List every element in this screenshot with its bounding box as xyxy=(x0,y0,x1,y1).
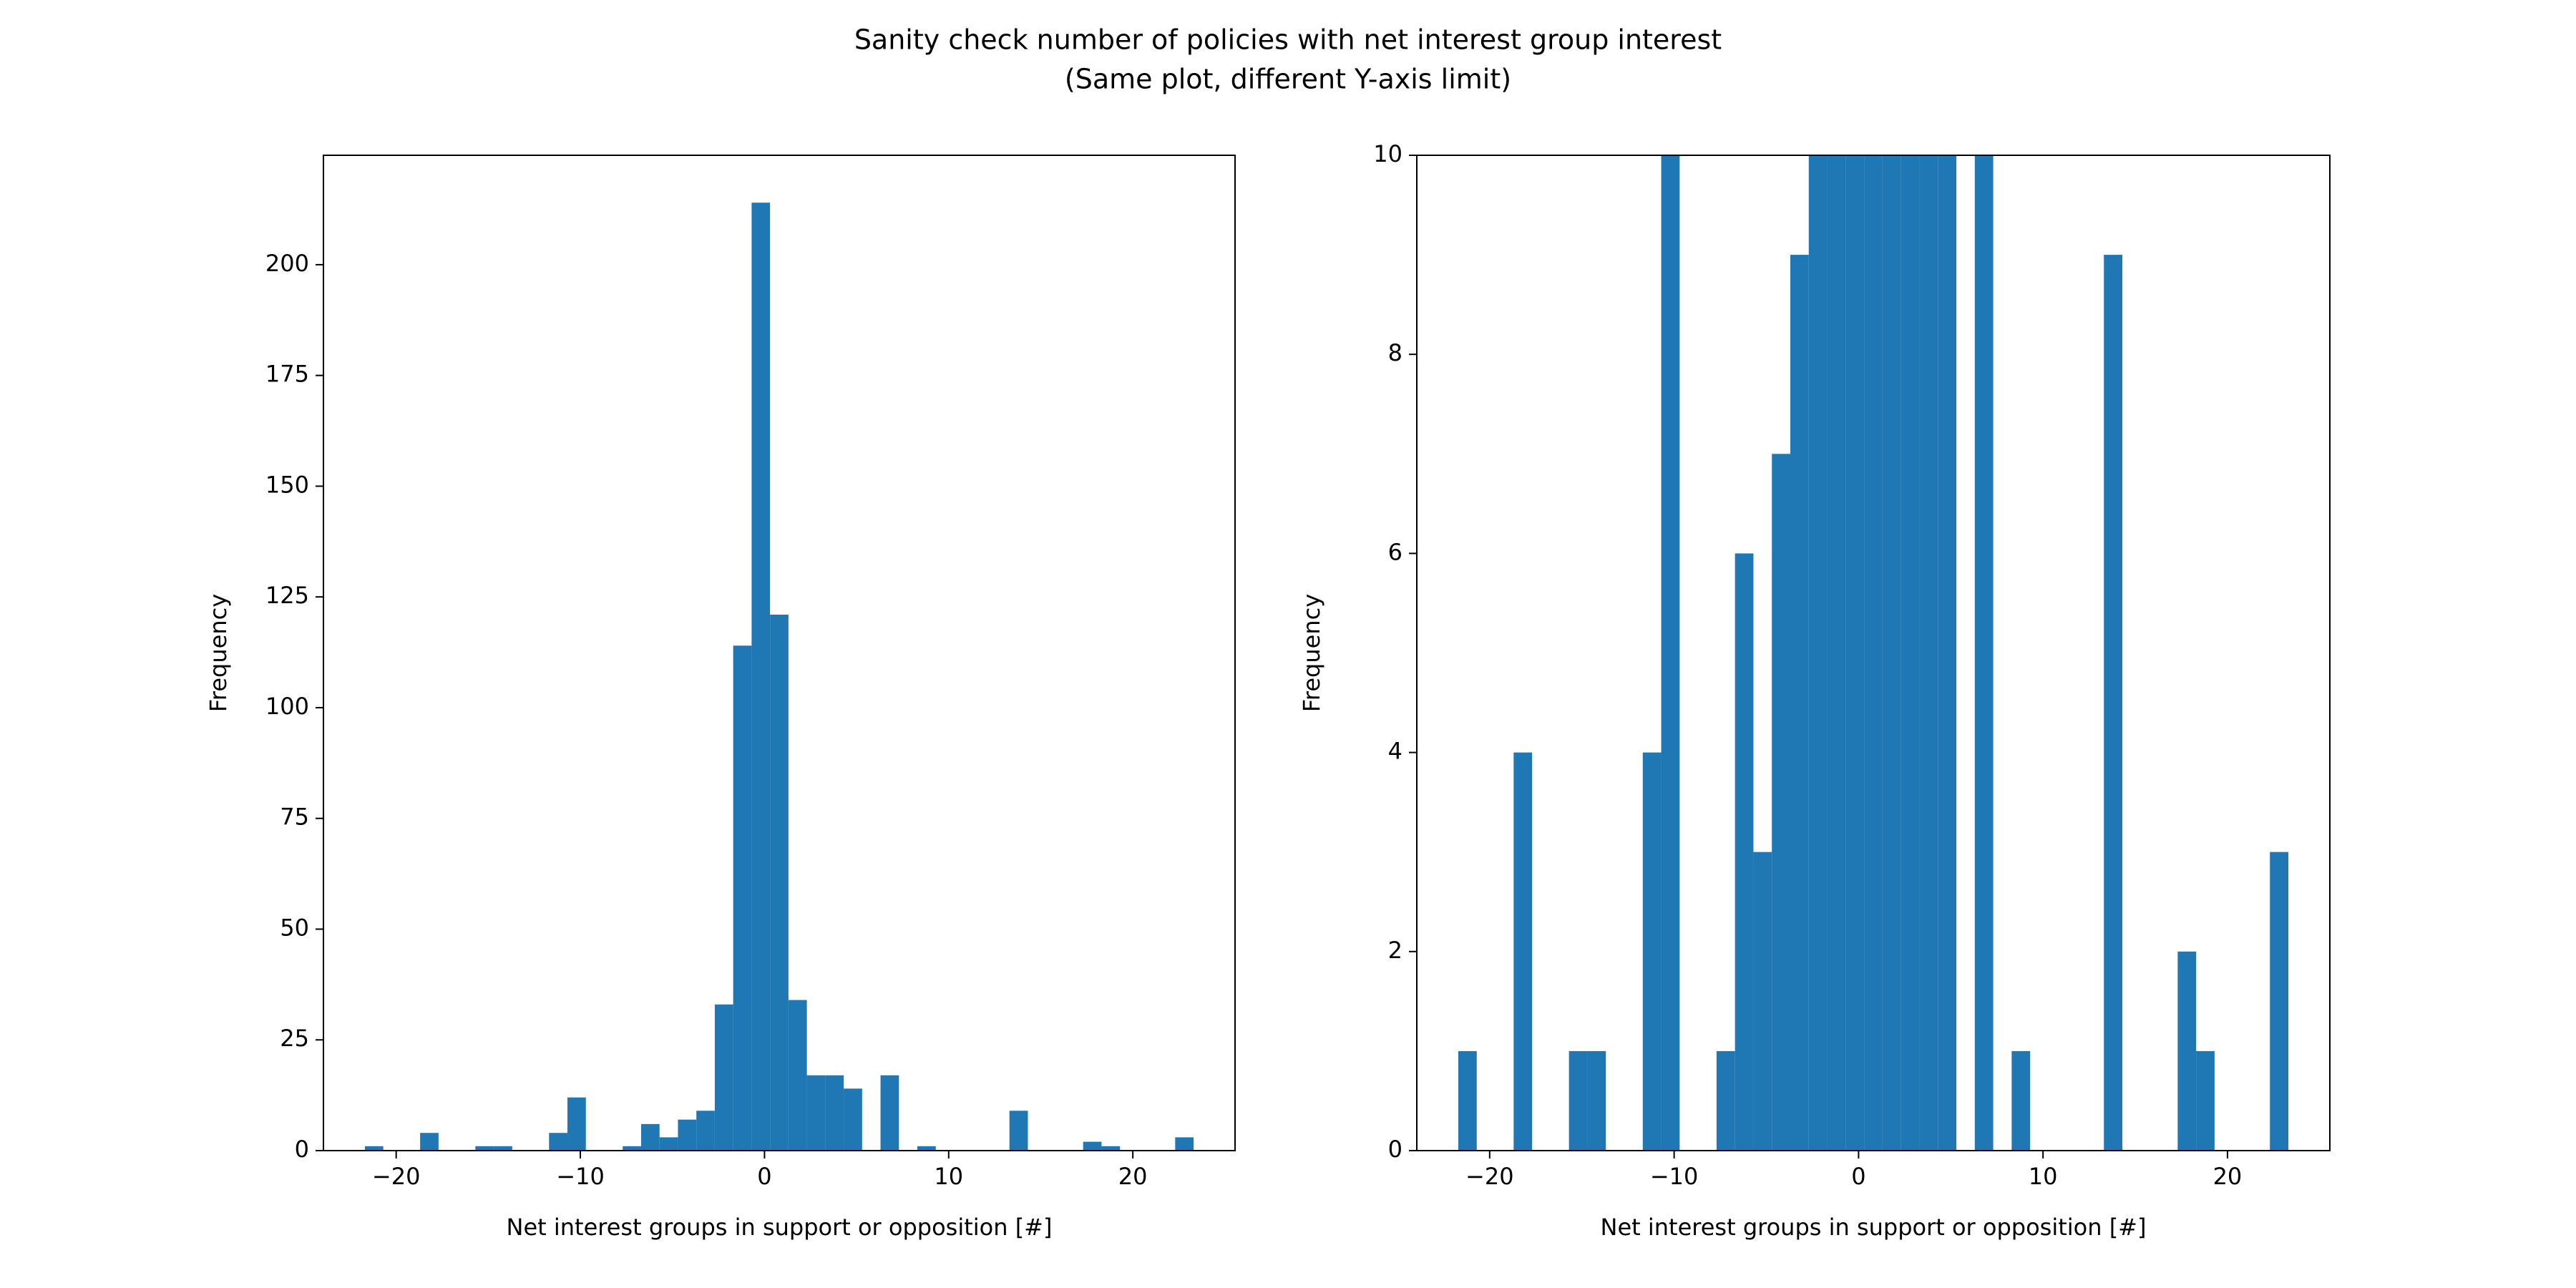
histogram-bar xyxy=(1882,155,1901,1151)
histogram-bar xyxy=(1587,1050,1606,1151)
histogram-bar xyxy=(678,1119,697,1151)
axes-frame xyxy=(1416,155,2331,1151)
y-tick-label: 125 xyxy=(265,582,309,609)
x-axis-label: Net interest groups in support or opposi… xyxy=(507,1214,1053,1241)
y-axis-label: Frequency xyxy=(1298,594,1325,712)
y-tick-label: 50 xyxy=(280,914,309,941)
y-tick-label: 0 xyxy=(1388,1136,1402,1163)
y-tick-label: 200 xyxy=(265,250,309,277)
histogram-bar xyxy=(1716,1050,1735,1151)
y-tick-label: 8 xyxy=(1388,339,1402,366)
histogram-bar xyxy=(640,1123,660,1151)
histogram-bar xyxy=(2196,1050,2215,1151)
histogram-bar xyxy=(1458,1050,1477,1151)
y-tick-label: 2 xyxy=(1388,937,1402,964)
histogram-bar xyxy=(1568,1050,1588,1151)
histogram-bar xyxy=(1919,155,1938,1151)
histogram-bar xyxy=(1661,155,1680,1151)
x-tick-label: 20 xyxy=(1118,1163,1148,1190)
histogram-bar xyxy=(751,203,771,1151)
x-tick-label: −20 xyxy=(372,1163,421,1190)
histogram-bar xyxy=(1901,155,1920,1151)
histogram-bar xyxy=(1513,752,1533,1151)
x-tick-label: 0 xyxy=(1851,1163,1865,1190)
x-tick-label: 10 xyxy=(2029,1163,2058,1190)
histogram-bar xyxy=(2270,852,2288,1151)
histogram-bar xyxy=(567,1097,586,1151)
histogram-bar xyxy=(844,1088,862,1151)
histogram-bar xyxy=(623,1146,641,1151)
histogram-bar xyxy=(364,1146,384,1151)
y-tick-label: 100 xyxy=(265,693,309,720)
x-tick-label: 0 xyxy=(757,1163,771,1190)
y-tick-label: 175 xyxy=(265,361,309,388)
y-tick-label: 10 xyxy=(1373,140,1402,167)
histogram-bar xyxy=(1083,1141,1102,1151)
histogram-bar xyxy=(1827,155,1846,1151)
histogram-bar xyxy=(549,1133,568,1151)
y-tick-label: 4 xyxy=(1388,738,1402,765)
histogram-bar xyxy=(1938,155,1956,1151)
axes-frame xyxy=(323,155,1236,1151)
histogram-bar xyxy=(733,645,752,1151)
histogram-bar xyxy=(1808,155,1828,1151)
figure-title: Sanity check number of policies with net… xyxy=(854,24,1722,56)
x-tick-label: 20 xyxy=(2213,1163,2243,1190)
histogram-bar xyxy=(494,1146,512,1151)
y-tick-label: 25 xyxy=(280,1025,309,1052)
histogram-bar xyxy=(770,614,789,1151)
histogram-bar xyxy=(1753,852,1772,1151)
histogram-bar xyxy=(788,1000,807,1151)
histogram-bar xyxy=(880,1075,899,1151)
x-tick-label: 10 xyxy=(934,1163,963,1190)
histogram-bar xyxy=(1790,255,1809,1151)
histogram-bar xyxy=(1642,752,1662,1151)
histogram-bar xyxy=(2104,255,2122,1151)
y-tick-label: 150 xyxy=(265,471,309,498)
y-tick-label: 0 xyxy=(295,1136,309,1163)
figure-subtitle: (Same plot, different Y-axis limit) xyxy=(1065,64,1511,95)
histogram-bar xyxy=(475,1146,494,1151)
plot-area xyxy=(364,203,1194,1151)
histogram-bar xyxy=(659,1137,678,1151)
histogram-bar xyxy=(420,1133,439,1151)
histogram-bar xyxy=(1735,553,1754,1151)
histogram-bar xyxy=(1101,1146,1121,1151)
histogram-bar xyxy=(2011,1050,2031,1151)
y-tick-label: 6 xyxy=(1388,538,1402,565)
histogram-bar xyxy=(1974,155,1994,1151)
x-tick-label: −10 xyxy=(556,1163,605,1190)
histogram-bar xyxy=(1175,1137,1194,1151)
histogram-bar xyxy=(1772,454,1790,1151)
histogram-bar xyxy=(1845,155,1865,1151)
histogram-bar xyxy=(825,1075,844,1151)
histogram-bar xyxy=(696,1111,715,1151)
y-axis-label: Frequency xyxy=(205,594,232,712)
histogram-bar xyxy=(1864,155,1883,1151)
x-tick-label: −10 xyxy=(1650,1163,1699,1190)
histogram-bar xyxy=(714,1004,733,1151)
histogram-bar xyxy=(2177,951,2197,1151)
plot-area xyxy=(1458,155,2288,1151)
y-tick-label: 75 xyxy=(280,804,309,831)
histogram-bar xyxy=(1009,1111,1028,1151)
histogram-bar xyxy=(917,1146,936,1151)
x-axis-label: Net interest groups in support or opposi… xyxy=(1601,1214,2147,1241)
x-tick-label: −20 xyxy=(1465,1163,1514,1190)
histogram-bar xyxy=(806,1075,826,1151)
